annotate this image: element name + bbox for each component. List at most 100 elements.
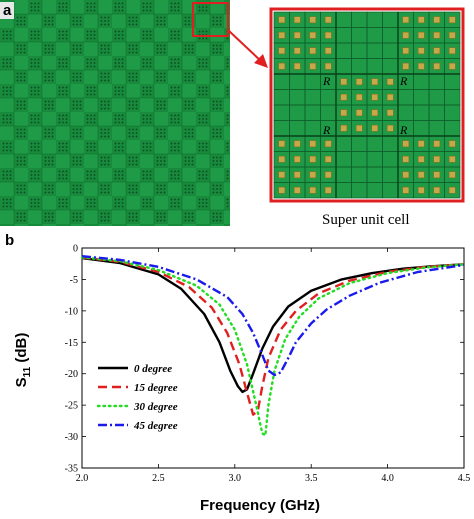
cell-pad [402,31,410,39]
cell-pad [433,62,441,70]
cell-pad [433,140,441,148]
cell-pad [448,140,456,148]
cell-pad [355,93,363,101]
cell-pad [417,16,425,24]
cell-pad [324,171,332,179]
legend-label-1: 15 degree [134,382,178,394]
cell-pad [278,31,286,39]
cell-pad [417,62,425,70]
zoom-arrow-head [254,54,268,68]
legend-label-3: 45 degree [133,420,178,432]
cell-pad [417,171,425,179]
cell-pad [324,186,332,194]
cell-pad [309,171,317,179]
y-tick-label: -20 [65,369,78,380]
y-tick-label: -10 [65,306,78,317]
cell-pad [386,78,394,86]
cell-pad [402,62,410,70]
cell-pad [340,109,348,117]
y-axis-title-main: S [13,377,30,388]
metasurface-board [0,0,230,226]
cell-pad [324,155,332,163]
cell-pad [293,62,301,70]
cell-pad [324,16,332,24]
cell-pad [293,31,301,39]
cell-pad [309,186,317,194]
cell-pad [371,78,379,86]
legend-label-2: 30 degree [133,401,178,413]
cell-pad [293,140,301,148]
cell-pad [402,186,410,194]
cell-pad [324,62,332,70]
cell-pad [417,47,425,55]
y-axis-title: S11 (dB) [13,315,33,405]
cell-pad [278,171,286,179]
cell-marker-label: R [399,74,408,88]
cell-pad [402,171,410,179]
cell-pad [448,186,456,194]
cell-pad [293,186,301,194]
cell-pad [278,140,286,148]
cell-pad [278,62,286,70]
series-line-3 [81,255,465,377]
cell-pad [309,140,317,148]
cell-pad [417,186,425,194]
cell-pad [340,93,348,101]
plot-frame [81,247,465,469]
cell-pad [309,47,317,55]
cell-pad [417,155,425,163]
y-axis-title-unit: (dB) [13,332,30,367]
cell-marker-label: R [322,74,331,88]
cell-pad [309,155,317,163]
series-line-1 [81,256,465,416]
cell-pad [309,16,317,24]
cell-pad [293,155,301,163]
cell-pad [433,31,441,39]
cell-pad [293,47,301,55]
cell-pad [433,171,441,179]
cell-pad [278,186,286,194]
cell-pad [417,140,425,148]
cell-pad [324,47,332,55]
cell-pad [293,171,301,179]
cell-pad [340,78,348,86]
cell-pad [309,62,317,70]
x-tick-label: 4.0 [381,473,394,484]
panel-a-label: a [0,2,15,19]
cell-pad [448,171,456,179]
y-tick-label: -5 [70,275,78,286]
y-tick-label: 0 [73,244,78,255]
x-tick-label: 2.5 [152,473,165,484]
cell-pad [386,93,394,101]
cell-pad [371,124,379,132]
s11-chart: 2.0 2.5 3.0 3.5 4.0 4.5 0 -5 -10 -15 -20 -25 -30 -35 0… [65,244,471,485]
cell-pad [402,47,410,55]
cell-pad [448,62,456,70]
cell-pad [278,16,286,24]
cell-pad [293,16,301,24]
cell-pad [433,16,441,24]
legend-label-0: 0 degree [134,363,172,375]
cell-pad [448,31,456,39]
x-axis-title: Frequency (GHz) [200,497,321,514]
cell-pad [324,140,332,148]
board-highlight-box [192,2,229,37]
cell-pad [386,109,394,117]
cell-pad [278,47,286,55]
cell-pad [371,109,379,117]
y-tick-label: -30 [65,432,78,443]
cell-pad [355,109,363,117]
cell-pad [448,16,456,24]
x-tick-label: 3.5 [305,473,318,484]
cell-pad [371,93,379,101]
cell-pad [433,47,441,55]
cell-pad [417,31,425,39]
panel-b-label: b [5,232,15,249]
series-line-2 [80,256,466,437]
super-cell-caption: Super unit cell [322,212,410,228]
cell-pad [324,31,332,39]
cell-pad [386,124,394,132]
cell-pad [402,140,410,148]
cell-pad [355,78,363,86]
